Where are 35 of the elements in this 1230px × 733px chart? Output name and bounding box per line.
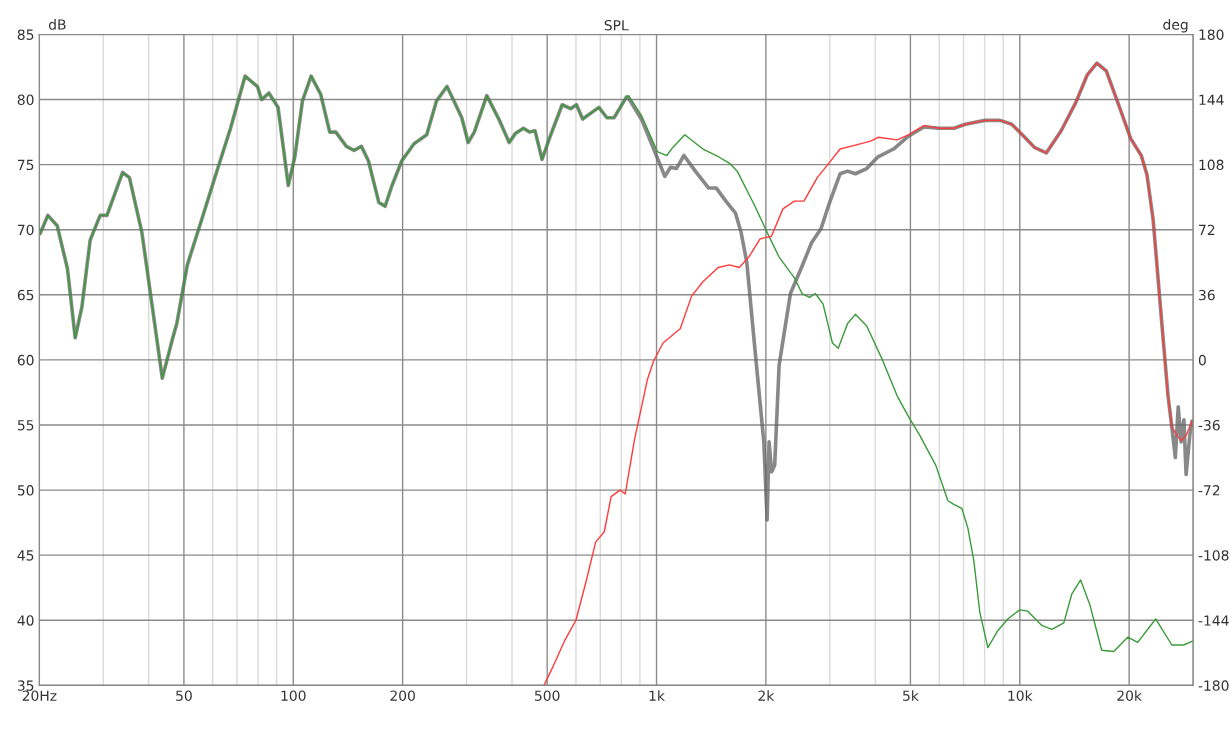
- y-tick-label: 75: [17, 159, 34, 171]
- y-tick-label: 65: [17, 289, 34, 301]
- y-tick-label: 45: [17, 550, 34, 561]
- x-tick-label: 5k: [903, 690, 919, 701]
- x-tick-label: 500: [534, 690, 560, 701]
- y2-tick-label: 144: [1199, 94, 1224, 105]
- y2-tick-label: 108: [1199, 159, 1224, 171]
- x-tick-label: 200: [390, 690, 415, 701]
- y-tick-label: 35: [17, 680, 34, 691]
- x-tick-label: 100: [281, 690, 306, 701]
- y2-tick-label: 36: [1199, 289, 1215, 301]
- y-tick-label: 55: [17, 420, 34, 431]
- y-tick-label: 80: [17, 94, 34, 106]
- x-tick-label: 20k: [1117, 690, 1142, 701]
- x-tick-label: 2k: [758, 690, 775, 701]
- chart-title: SPL: [604, 19, 629, 31]
- y2-tick-label: 0: [1198, 354, 1206, 366]
- x-tick-label: 20Hz: [22, 690, 57, 701]
- y-tick-label: 60: [17, 354, 34, 366]
- y-tick-label: 40: [17, 615, 34, 626]
- x-tick-label: 1k: [649, 690, 665, 701]
- x-tick-label: 10k: [1008, 690, 1033, 701]
- y2-tick-label: -144: [1198, 615, 1229, 626]
- x-tick-label: 50: [176, 690, 192, 701]
- y2-tick-label: -180: [1198, 680, 1229, 691]
- y2-tick-label: 180: [1199, 29, 1224, 40]
- y-tick-label: 70: [17, 224, 34, 236]
- y-tick-label: 50: [17, 485, 34, 496]
- y-axis-title: dB: [48, 19, 66, 30]
- y-tick-label: 85: [17, 29, 34, 40]
- y2-tick-label: 72: [1199, 224, 1215, 235]
- y2-tick-label: -108: [1198, 550, 1229, 561]
- y2-tick-label: -72: [1198, 485, 1220, 496]
- y2-axis-title: deg: [1163, 19, 1188, 33]
- y2-tick-label: -36: [1198, 419, 1220, 431]
